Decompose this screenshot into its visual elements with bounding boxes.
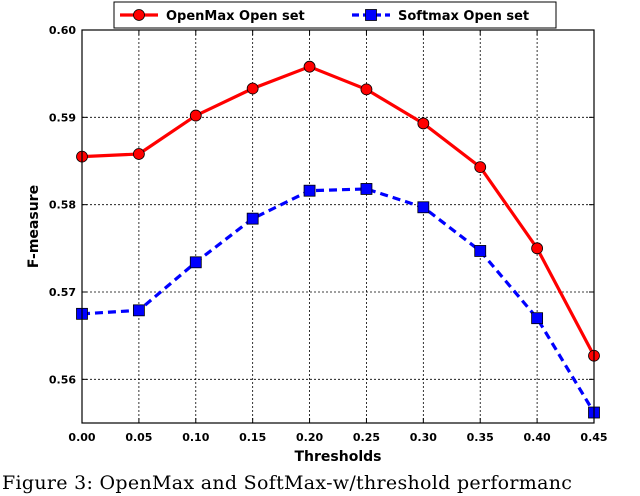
figure-caption: Figure 3: OpenMax and SoftMax-w/threshol… bbox=[2, 472, 573, 494]
data-point-softmax bbox=[246, 212, 259, 225]
x-tick-label: 0.25 bbox=[353, 431, 380, 444]
data-point-softmax bbox=[132, 304, 145, 317]
data-point-softmax bbox=[360, 183, 373, 195]
data-point-openmax bbox=[531, 242, 544, 255]
data-point-openmax bbox=[360, 83, 373, 96]
plot-frame bbox=[81, 29, 595, 424]
y-tick-label: 0.60 bbox=[49, 24, 76, 37]
grid bbox=[81, 29, 595, 423]
y-tick-label: 0.56 bbox=[49, 373, 76, 386]
data-point-openmax bbox=[417, 117, 430, 130]
legend-entry-softmax: Softmax Open set bbox=[398, 9, 529, 24]
series-line-1 bbox=[81, 187, 596, 414]
x-tick-label: 0.05 bbox=[125, 431, 152, 444]
legend-box bbox=[113, 1, 557, 29]
legend-marker-openmax bbox=[133, 9, 145, 21]
x-axis-label: Thresholds bbox=[295, 449, 382, 465]
series-line-0 bbox=[81, 64, 596, 357]
data-point-softmax bbox=[531, 312, 544, 325]
y-axis-label: F-measure bbox=[26, 185, 42, 268]
y-tick-label: 0.59 bbox=[49, 111, 76, 124]
x-tick-label: 0.45 bbox=[580, 431, 607, 444]
data-point-softmax bbox=[474, 245, 487, 257]
data-point-openmax bbox=[303, 60, 316, 73]
y-tick-label: 0.57 bbox=[49, 286, 76, 299]
data-point-softmax bbox=[417, 201, 430, 214]
line-chart: 0.00 0.05 0.10 0.15 0.20 0.25 0.30 0.35 0.40 0.45… bbox=[26, 1, 608, 465]
data-point-openmax bbox=[132, 148, 145, 160]
data-point-openmax bbox=[474, 161, 487, 174]
x-tick-label: 0.35 bbox=[467, 431, 494, 444]
legend-marker-softmax bbox=[365, 9, 377, 21]
series-layer bbox=[76, 60, 600, 419]
x-tick-label: 0.40 bbox=[524, 431, 551, 444]
data-point-openmax bbox=[189, 109, 202, 122]
legend: OpenMax Open set Softmax Open set bbox=[113, 1, 557, 29]
axis-ticks: 0.00 0.05 0.10 0.15 0.20 0.25 0.30 0.35 0.40 0.45… bbox=[49, 24, 608, 444]
series-group bbox=[76, 60, 600, 419]
x-tick-label: 0.15 bbox=[239, 431, 266, 444]
legend-entry-openmax: OpenMax Open set bbox=[166, 9, 305, 24]
x-tick-label: 0.30 bbox=[410, 431, 437, 444]
data-point-softmax bbox=[189, 256, 202, 269]
data-point-openmax bbox=[246, 82, 259, 95]
x-tick-label: 0.10 bbox=[182, 431, 209, 444]
y-tick-label: 0.58 bbox=[49, 199, 76, 212]
x-tick-label: 0.20 bbox=[296, 431, 323, 444]
data-point-softmax bbox=[303, 184, 316, 197]
x-tick-label: 0.00 bbox=[68, 431, 95, 444]
